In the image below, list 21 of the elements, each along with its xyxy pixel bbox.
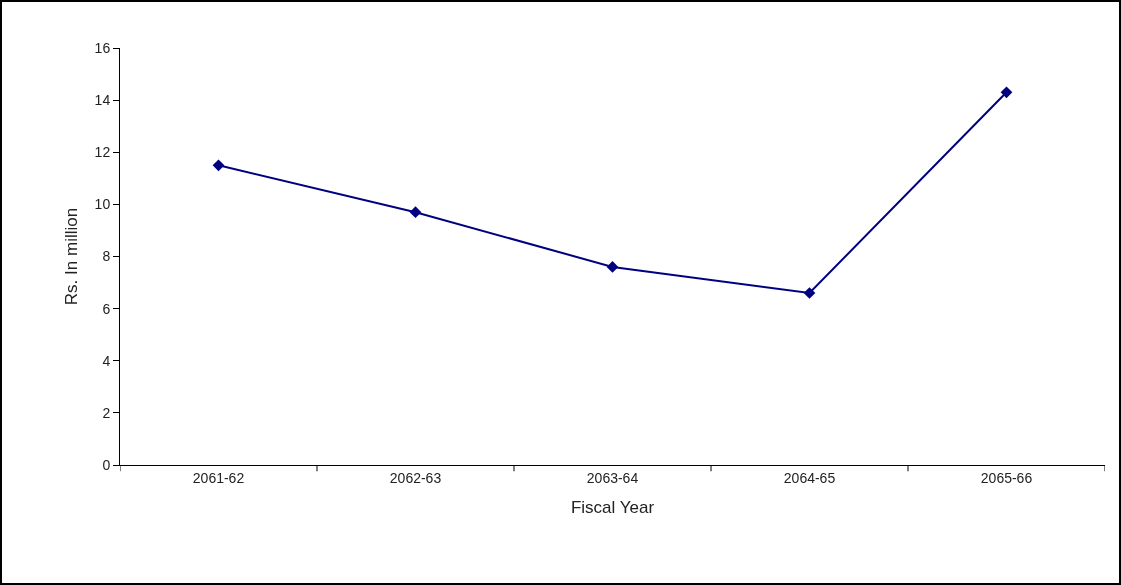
y-tick-label: 4 — [102, 352, 111, 369]
y-tick-label: 10 — [94, 196, 111, 213]
x-axis-title: Fiscal Year — [570, 498, 655, 518]
y-tick-label: 16 — [94, 39, 111, 56]
point — [409, 206, 422, 219]
y-tick-label: 6 — [102, 300, 111, 317]
y-tick-label: 12 — [94, 144, 111, 161]
y-tick-label: 2 — [102, 404, 111, 421]
x-tick-label: 2065-66 — [980, 469, 1033, 486]
y-axis-title: Rs. In million — [62, 207, 82, 306]
point — [1000, 86, 1013, 99]
x-tick-label: 2061-62 — [192, 469, 245, 486]
x-tick-label: 2062-63 — [389, 469, 442, 486]
x-tick-label: 2063-64 — [586, 469, 639, 486]
y-tick-label: 8 — [102, 248, 111, 265]
x-tick-label: 2064-65 — [783, 469, 836, 486]
point — [803, 287, 816, 299]
y-tick-label: 0 — [102, 456, 111, 473]
point — [212, 159, 225, 172]
y-tick-label: 14 — [94, 92, 111, 109]
point — [606, 261, 619, 273]
